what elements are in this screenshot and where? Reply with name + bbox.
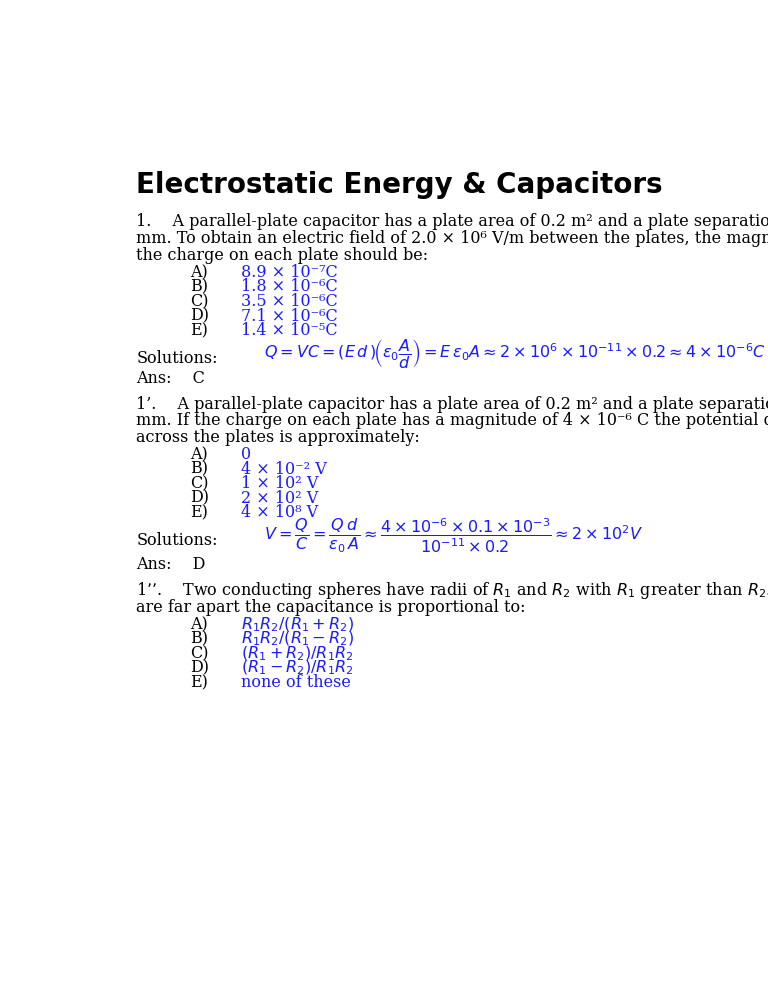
- Text: Ans:  D: Ans: D: [137, 557, 206, 574]
- Text: C): C): [190, 475, 209, 492]
- Text: D): D): [190, 307, 209, 325]
- Text: E): E): [190, 674, 208, 691]
- Text: Ans:  C: Ans: C: [137, 371, 205, 388]
- Text: 4 × 10⁸ V: 4 × 10⁸ V: [240, 504, 318, 521]
- Text: 1 × 10² V: 1 × 10² V: [240, 475, 318, 492]
- Text: D): D): [190, 660, 209, 677]
- Text: are far apart the capacitance is proportional to:: are far apart the capacitance is proport…: [137, 599, 526, 616]
- Text: B): B): [190, 460, 208, 478]
- Text: E): E): [190, 504, 208, 521]
- Text: 8.9 × 10⁻⁷C: 8.9 × 10⁻⁷C: [240, 264, 337, 281]
- Text: 0: 0: [240, 446, 251, 463]
- Text: $(R_1 - R_2)/R_1R_2$: $(R_1 - R_2)/R_1R_2$: [240, 659, 353, 677]
- Text: E): E): [190, 322, 208, 339]
- Text: $V = \dfrac{Q}{C} = \dfrac{Q\,d}{\varepsilon_0\,A}\approx \dfrac{4\times10^{-6}\: $V = \dfrac{Q}{C} = \dfrac{Q\,d}{\vareps…: [264, 517, 644, 555]
- Text: D): D): [190, 490, 209, 507]
- Text: C): C): [190, 293, 209, 310]
- Text: A): A): [190, 446, 208, 463]
- Text: 3.5 × 10⁻⁶C: 3.5 × 10⁻⁶C: [240, 293, 337, 310]
- Text: across the plates is approximately:: across the plates is approximately:: [137, 429, 420, 446]
- Text: B): B): [190, 630, 208, 647]
- Text: $R_1R_2/(R_1 - R_2)$: $R_1R_2/(R_1 - R_2)$: [240, 630, 353, 648]
- Text: 2 × 10² V: 2 × 10² V: [240, 490, 318, 507]
- Text: $R_1R_2/(R_1 +R_2)$: $R_1R_2/(R_1 +R_2)$: [240, 615, 353, 634]
- Text: Solutions:: Solutions:: [137, 532, 218, 549]
- Text: 1’.  A parallel-plate capacitor has a plate area of 0.2 m² and a plate separatio: 1’. A parallel-plate capacitor has a pla…: [137, 396, 768, 413]
- Text: the charge on each plate should be:: the charge on each plate should be:: [137, 248, 429, 264]
- Text: 4 × 10⁻² V: 4 × 10⁻² V: [240, 460, 326, 478]
- Text: mm. To obtain an electric field of 2.0 × 10⁶ V/m between the plates, the magnitu: mm. To obtain an electric field of 2.0 ×…: [137, 231, 768, 248]
- Text: 1’’.  Two conducting spheres have radii of $R_1$ and $R_2$ with $R_1$ greater th: 1’’. Two conducting spheres have radii o…: [137, 580, 768, 601]
- Text: 7.1 × 10⁻⁶C: 7.1 × 10⁻⁶C: [240, 307, 337, 325]
- Text: Solutions:: Solutions:: [137, 350, 218, 367]
- Text: 1.8 × 10⁻⁶C: 1.8 × 10⁻⁶C: [240, 278, 337, 295]
- Text: $Q = VC = \left(E\,d\,\right)\!\left(\varepsilon_0\dfrac{A}{d}\right) = E\,\vare: $Q = VC = \left(E\,d\,\right)\!\left(\va…: [264, 337, 766, 370]
- Text: 1.  A parallel-plate capacitor has a plate area of 0.2 m² and a plate separation: 1. A parallel-plate capacitor has a plat…: [137, 214, 768, 231]
- Text: A): A): [190, 264, 208, 281]
- Text: Electrostatic Energy & Capacitors: Electrostatic Energy & Capacitors: [137, 171, 663, 199]
- Text: C): C): [190, 645, 209, 662]
- Text: mm. If the charge on each plate has a magnitude of 4 × 10⁻⁶ C the potential diff: mm. If the charge on each plate has a ma…: [137, 413, 768, 429]
- Text: $(R_1+ R_2)/R_1R_2$: $(R_1+ R_2)/R_1R_2$: [240, 644, 353, 663]
- Text: 1.4 × 10⁻⁵C: 1.4 × 10⁻⁵C: [240, 322, 337, 339]
- Text: B): B): [190, 278, 208, 295]
- Text: A): A): [190, 616, 208, 633]
- Text: none of these: none of these: [240, 674, 350, 691]
